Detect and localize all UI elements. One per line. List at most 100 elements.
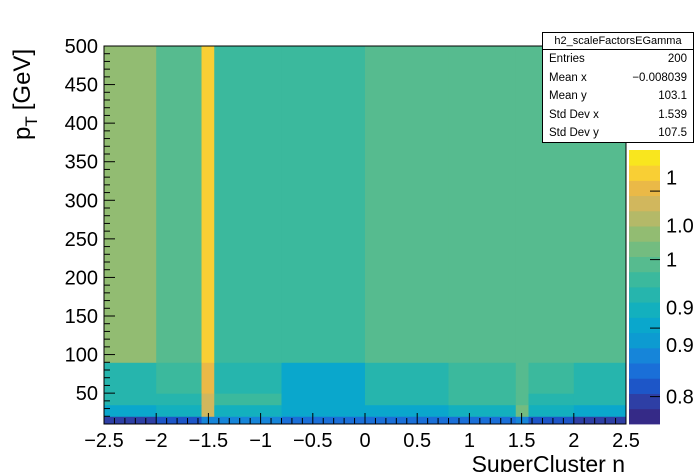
heatmap-cell [104, 362, 157, 394]
heatmap-cell [528, 362, 575, 394]
y-tick-label: 500 [65, 36, 98, 58]
heatmap-cell [214, 393, 282, 406]
stats-label: Std Dev y [549, 127, 599, 139]
x-tick-label: 1.5 [508, 430, 536, 452]
heatmap-cell [448, 393, 517, 406]
heatmap-cell [214, 46, 282, 363]
stats-label: Mean x [549, 71, 587, 84]
heatmap-cell [104, 404, 157, 417]
heatmap-cell [515, 393, 529, 406]
heatmap-cell [214, 362, 282, 394]
palette-segment [629, 195, 660, 212]
heatmap-cell [573, 404, 627, 417]
y-tick-label: 400 [65, 113, 98, 135]
heatmap-cell [573, 362, 627, 394]
y-tick-label: 100 [65, 345, 98, 367]
palette-segment [629, 226, 660, 242]
heatmap-cell [365, 46, 450, 363]
y-tick-label: 300 [65, 190, 98, 212]
stats-row-mean-x: Mean x −0.008039 [543, 69, 693, 88]
stats-row-std-dev-y: Std Dev y 107.5 [543, 124, 693, 143]
heatmap-cell [281, 393, 366, 406]
heatmap-cell [528, 416, 575, 425]
heatmap-cell [104, 416, 157, 425]
y-tick-label: 200 [65, 267, 98, 289]
stats-value: 103.1 [658, 90, 687, 102]
stats-label: Entries [549, 53, 585, 65]
stats-row-entries: Entries 200 [543, 50, 693, 69]
x-tick-label: −2.5 [84, 430, 123, 452]
palette-segment [629, 393, 660, 410]
heatmap-cell [201, 362, 215, 394]
stats-value: 107.5 [658, 127, 687, 139]
heatmap-cell [448, 416, 517, 425]
palette-segment [629, 241, 660, 257]
x-axis-title: SuperCluster η [472, 451, 625, 472]
x-tick-label: 0.5 [403, 430, 431, 452]
heatmap-cell [281, 404, 366, 417]
y-tick-label: 150 [65, 306, 98, 328]
heatmap-cell [156, 416, 203, 425]
x-tick-label: 2 [568, 430, 579, 452]
palette-tick-label: 1 [666, 167, 677, 189]
stats-title: h2_scaleFactorsEGamma [543, 33, 693, 50]
palette-segment [629, 302, 660, 318]
heatmap-cell [448, 362, 517, 394]
x-tick-label: 0 [359, 430, 370, 452]
y-axis-title-unit: [GeV] [9, 49, 36, 110]
x-tick-label: −1 [249, 430, 272, 452]
palette-tick-label: 1 [666, 250, 677, 272]
heatmap-cell [528, 404, 575, 417]
heatmap-cell [515, 362, 529, 394]
palette-tick-label: 0.9 [666, 298, 694, 320]
y-axis-title: pT [GeV] [9, 49, 41, 140]
heatmap-cell [365, 362, 450, 394]
heatmap-cell [156, 404, 203, 417]
heatmap-cell [573, 393, 627, 406]
stats-label: Mean y [549, 90, 587, 102]
y-tick-label: 350 [65, 152, 98, 174]
y-axis-title-subscript: T [22, 116, 41, 126]
stats-row-std-dev-x: Std Dev x 1.539 [543, 106, 693, 125]
stats-value: −0.008039 [632, 71, 687, 84]
heatmap-cell [214, 404, 282, 417]
heatmap-cell [156, 46, 203, 363]
palette-segment [629, 363, 660, 379]
heatmap-cell [573, 416, 627, 425]
heatmap-cell [156, 393, 203, 406]
heatmap-cell [201, 46, 215, 363]
palette-segment [629, 271, 660, 288]
palette-segment [629, 150, 660, 166]
heatmap-cell [448, 46, 517, 363]
palette-segment [629, 287, 660, 303]
color-palette-bar: 0.8 0.9 0.9 1 1.0 1 [629, 150, 694, 425]
x-tick-label: 1 [464, 430, 475, 452]
palette-segment [629, 256, 660, 273]
stats-value: 1.539 [658, 108, 687, 121]
heatmap-cell [104, 393, 157, 406]
stats-row-mean-y: Mean y 103.1 [543, 87, 693, 106]
x-tick-label: 2.5 [612, 430, 640, 452]
stats-box: h2_scaleFactorsEGamma Entries 200 Mean x… [542, 32, 694, 143]
heatmap-cell [515, 404, 529, 417]
y-tick-label: 250 [65, 229, 98, 251]
palette-segment [629, 210, 660, 227]
palette-segment [629, 165, 660, 181]
heatmap-cell [515, 416, 529, 425]
y-tick-label: 50 [76, 383, 98, 405]
axes: −2.5 −2 −1.5 −1 −0.5 0 0.5 1 1.5 2 2.5 50 100 150 200 2… [65, 36, 640, 452]
heatmap-cell [515, 46, 529, 363]
heatmap-cell [448, 404, 517, 417]
heatmap-cell [528, 393, 575, 406]
stats-value: 200 [667, 53, 687, 65]
x-tick-label: −2 [145, 430, 168, 452]
stats-label: Std Dev x [549, 108, 599, 121]
y-tick-label: 450 [65, 75, 98, 97]
heatmap-cell [156, 362, 203, 394]
palette-tick-label: 1.0 [666, 215, 694, 237]
palette-segment [629, 317, 660, 334]
palette-segment [629, 332, 660, 349]
palette-segment [629, 180, 660, 197]
palette-tick-label: 0.8 [666, 387, 694, 409]
svg-text:pT[GeV]: pT [GeV] [9, 49, 41, 140]
